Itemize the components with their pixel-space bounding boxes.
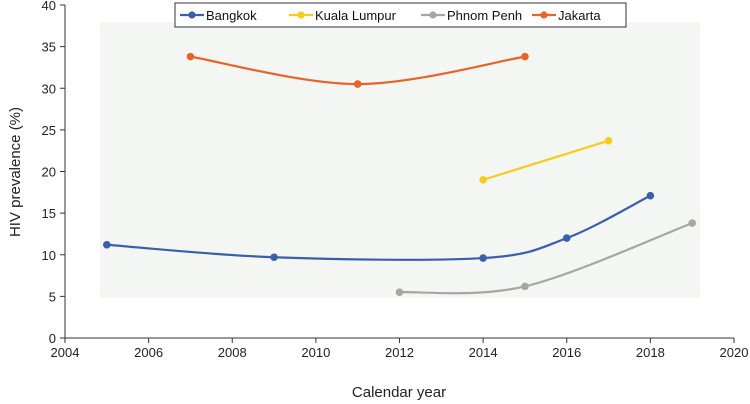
- data-point-phnom-penh: [395, 288, 404, 297]
- series-jakarta: [186, 52, 529, 88]
- y-tick-label: 5: [49, 289, 56, 304]
- data-point-bangkok: [479, 254, 487, 262]
- x-tick-label: 2010: [301, 345, 330, 360]
- x-tick-label: 2020: [720, 345, 749, 360]
- series-bangkok: [103, 191, 655, 262]
- y-tick-label: 20: [42, 165, 56, 180]
- legend-label: Jakarta: [558, 8, 601, 23]
- data-point-phnom-penh: [521, 282, 529, 291]
- data-point-kuala-lumpur: [479, 176, 487, 184]
- y-tick-label: 35: [42, 40, 56, 55]
- legend-label: Bangkok: [206, 8, 257, 23]
- data-point-jakarta: [186, 52, 195, 61]
- y-tick-label: 25: [42, 123, 56, 138]
- x-tick-label: 2012: [385, 345, 414, 360]
- data-point-kuala-lumpur: [604, 136, 613, 145]
- x-tick-label: 2004: [51, 345, 80, 360]
- series-line-kuala-lumpur: [482, 139, 609, 181]
- data-point-jakarta: [353, 80, 362, 88]
- series-line-bangkok: [106, 194, 651, 261]
- legend-item-bangkok: Bangkok: [180, 8, 257, 23]
- legend-item-kuala-lumpur: Kuala Lumpur: [289, 8, 397, 23]
- y-tick-label: 40: [42, 0, 56, 13]
- axes: 2004 2006 2008 2010 2012 2014 2016 2018 2020 0 5 10…: [42, 0, 749, 360]
- legend-swatch-marker: [188, 11, 196, 19]
- legend-label: Phnom Penh: [447, 8, 522, 23]
- y-axis-label: HIV prevalence (%): [7, 107, 24, 237]
- legend-swatch-marker: [429, 11, 437, 19]
- x-axis-label: Calendar year: [352, 384, 446, 401]
- series-layer: [103, 52, 696, 297]
- series-kuala-lumpur: [479, 136, 613, 184]
- y-tick-label: 15: [42, 206, 56, 221]
- x-tick-label: 2006: [134, 345, 163, 360]
- data-point-bangkok: [646, 191, 655, 200]
- legend-item-phnom-penh: Phnom Penh: [421, 8, 522, 23]
- x-tick-label: 2008: [218, 345, 247, 360]
- data-point-jakarta: [521, 52, 529, 61]
- data-point-bangkok: [270, 253, 278, 262]
- legend-swatch-marker: [540, 11, 548, 19]
- y-tick-label: 30: [42, 81, 56, 96]
- x-tick-label: 2016: [552, 345, 581, 360]
- y-tick-label: 10: [42, 248, 56, 263]
- series-phnom-penh: [395, 219, 696, 297]
- x-tick-label: 2014: [469, 345, 498, 360]
- legend-swatch-marker: [297, 11, 305, 19]
- legend: Bangkok Kuala Lumpur Phnom Penh Jakarta: [174, 2, 627, 28]
- legend-label: Kuala Lumpur: [315, 8, 397, 23]
- y-tick-label: 0: [49, 331, 56, 346]
- legend-item-jakarta: Jakarta: [532, 8, 601, 23]
- x-tick-label: 2018: [636, 345, 665, 360]
- data-point-bangkok: [562, 234, 571, 242]
- data-point-phnom-penh: [688, 219, 696, 227]
- data-point-bangkok: [103, 240, 111, 249]
